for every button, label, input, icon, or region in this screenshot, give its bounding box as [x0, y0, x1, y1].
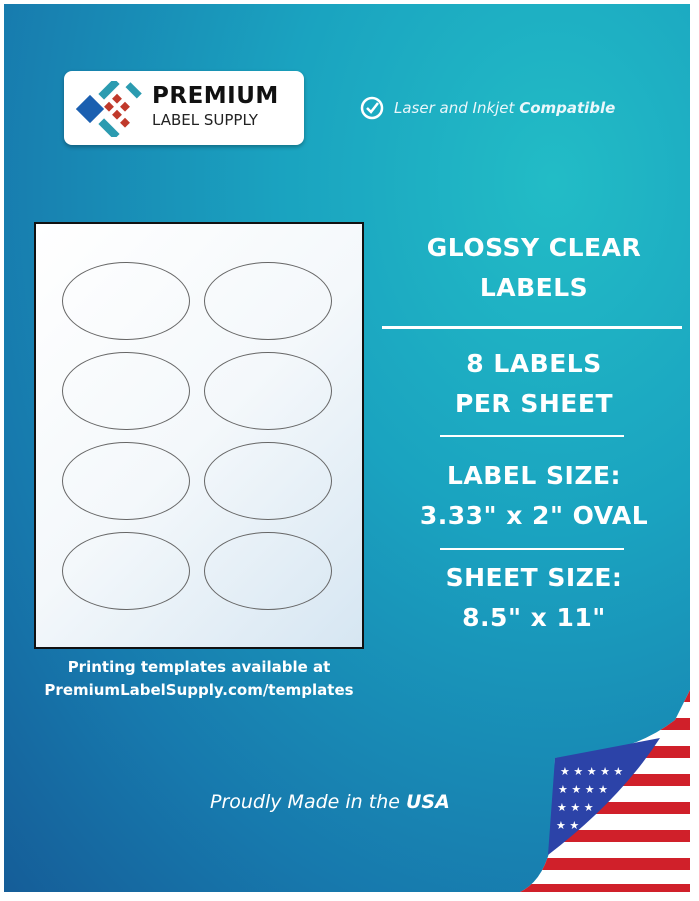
oval-label — [204, 262, 332, 340]
oval-label — [204, 532, 332, 610]
svg-text:★ ★ ★ ★ ★: ★ ★ ★ ★ ★ — [560, 765, 623, 778]
divider — [382, 326, 682, 329]
oval-label — [204, 442, 332, 520]
us-flag-page-curl-icon: ★ ★ ★ ★ ★ ★ ★ ★ ★ ★ ★ ★ ★ ★ — [520, 690, 690, 892]
brand-subname: LABEL SUPPLY — [152, 111, 258, 129]
svg-text:★ ★ ★: ★ ★ ★ — [557, 801, 594, 814]
oval-label — [62, 352, 190, 430]
oval-label — [62, 532, 190, 610]
oval-label — [62, 262, 190, 340]
brand-name: PREMIUM — [152, 83, 279, 109]
divider — [440, 435, 624, 437]
label-size: LABEL SIZE: 3.33" x 2" OVAL — [419, 461, 649, 530]
sheet-size: SHEET SIZE: 8.5" x 11" — [445, 563, 623, 632]
label-sheet-illustration — [34, 222, 364, 649]
svg-text:★ ★ ★ ★: ★ ★ ★ ★ — [558, 783, 608, 796]
brand-logo: PREMIUM LABEL SUPPLY — [64, 71, 304, 145]
check-circle-icon — [360, 96, 384, 120]
divider — [440, 548, 624, 550]
product-panel: PREMIUM LABEL SUPPLY Laser and Inkjet Co… — [4, 4, 690, 892]
svg-text:★ ★: ★ ★ — [556, 819, 579, 832]
made-in-usa: Proudly Made in the USA — [210, 791, 450, 813]
logo-mark-icon — [76, 81, 142, 137]
templates-url: PremiumLabelSupply.com/templates — [44, 681, 354, 699]
label-count: 8 LABELS PER SHEET — [455, 349, 613, 418]
templates-note: Printing templates available at PremiumL… — [4, 656, 394, 702]
product-title: GLOSSY CLEAR LABELS — [426, 233, 642, 302]
compatibility-note: Laser and Inkjet Compatible — [360, 96, 615, 120]
oval-label — [62, 442, 190, 520]
oval-label — [204, 352, 332, 430]
